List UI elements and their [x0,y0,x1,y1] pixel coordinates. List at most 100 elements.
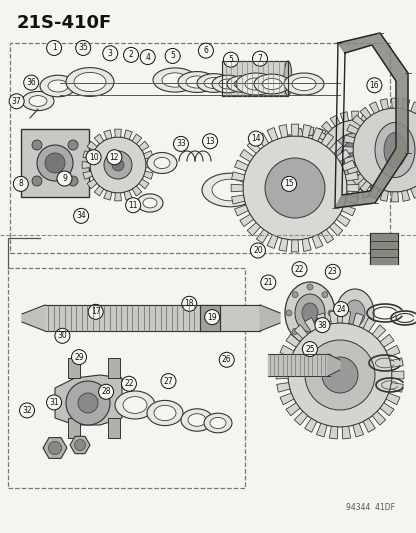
Polygon shape [342,311,351,324]
Circle shape [282,176,297,191]
Polygon shape [369,102,379,114]
Circle shape [55,328,70,343]
Polygon shape [353,423,364,437]
Polygon shape [144,151,153,159]
Polygon shape [343,147,353,154]
Ellipse shape [181,409,213,431]
Polygon shape [247,223,260,236]
Text: 6: 6 [203,46,208,55]
Ellipse shape [188,414,206,426]
Polygon shape [108,418,120,438]
Text: 24: 24 [336,305,346,313]
Polygon shape [369,187,379,198]
Polygon shape [312,127,323,141]
Polygon shape [317,313,327,327]
Polygon shape [380,99,389,110]
Text: 33: 33 [176,140,186,148]
Polygon shape [256,230,269,243]
Polygon shape [55,375,122,425]
Text: 21S-410F: 21S-410F [17,14,112,32]
Circle shape [203,134,218,149]
Circle shape [103,46,118,61]
Circle shape [253,51,267,66]
Circle shape [261,275,276,290]
Circle shape [68,140,78,150]
Polygon shape [317,182,326,192]
Polygon shape [294,182,303,192]
Polygon shape [384,170,395,180]
Polygon shape [340,188,349,198]
Circle shape [90,137,146,193]
Polygon shape [344,157,355,165]
Circle shape [161,374,176,389]
Ellipse shape [29,95,47,107]
Circle shape [322,328,328,334]
Circle shape [13,176,28,191]
Polygon shape [386,393,400,405]
Polygon shape [345,172,359,181]
Polygon shape [256,133,269,147]
Polygon shape [43,438,67,458]
Text: 5: 5 [170,52,175,60]
Ellipse shape [147,400,183,425]
Polygon shape [401,99,410,110]
Polygon shape [345,195,359,204]
Polygon shape [305,418,317,432]
Polygon shape [321,133,334,147]
Polygon shape [312,161,322,169]
Polygon shape [391,98,399,108]
Ellipse shape [212,75,244,93]
Ellipse shape [295,294,325,332]
Ellipse shape [66,68,114,96]
Polygon shape [104,130,112,139]
Text: 10: 10 [89,153,99,161]
Polygon shape [22,305,45,331]
Circle shape [78,393,98,413]
Polygon shape [372,411,386,425]
Circle shape [341,141,369,169]
Circle shape [205,310,220,325]
Ellipse shape [375,123,415,177]
Polygon shape [278,144,288,153]
Polygon shape [279,238,288,252]
Ellipse shape [236,73,276,95]
Polygon shape [291,240,299,252]
Polygon shape [83,151,92,159]
Polygon shape [235,160,248,171]
Ellipse shape [292,77,316,91]
Polygon shape [332,144,342,153]
Polygon shape [94,186,104,196]
Text: 32: 32 [22,406,32,415]
Polygon shape [401,190,410,201]
Polygon shape [360,181,371,193]
Text: 22: 22 [124,379,134,388]
Text: 30: 30 [57,332,67,340]
Text: 31: 31 [49,398,59,407]
Polygon shape [280,393,294,405]
Circle shape [367,78,382,93]
Polygon shape [286,334,300,347]
Text: 18: 18 [185,300,194,308]
Ellipse shape [384,133,406,167]
Ellipse shape [315,321,355,349]
Polygon shape [305,318,317,332]
Text: 29: 29 [74,353,84,361]
Ellipse shape [40,75,76,97]
Text: 26: 26 [222,356,232,364]
Circle shape [20,403,35,418]
Ellipse shape [204,77,224,88]
Polygon shape [132,186,142,196]
Ellipse shape [302,303,318,323]
Polygon shape [306,127,314,135]
Text: 11: 11 [129,201,138,209]
Circle shape [292,262,307,277]
Polygon shape [362,188,370,198]
Polygon shape [392,371,404,379]
Text: 9: 9 [62,174,67,183]
Ellipse shape [197,74,231,92]
Polygon shape [315,130,326,140]
Circle shape [292,328,298,334]
Circle shape [288,323,392,427]
Polygon shape [315,170,326,180]
Ellipse shape [262,78,282,90]
